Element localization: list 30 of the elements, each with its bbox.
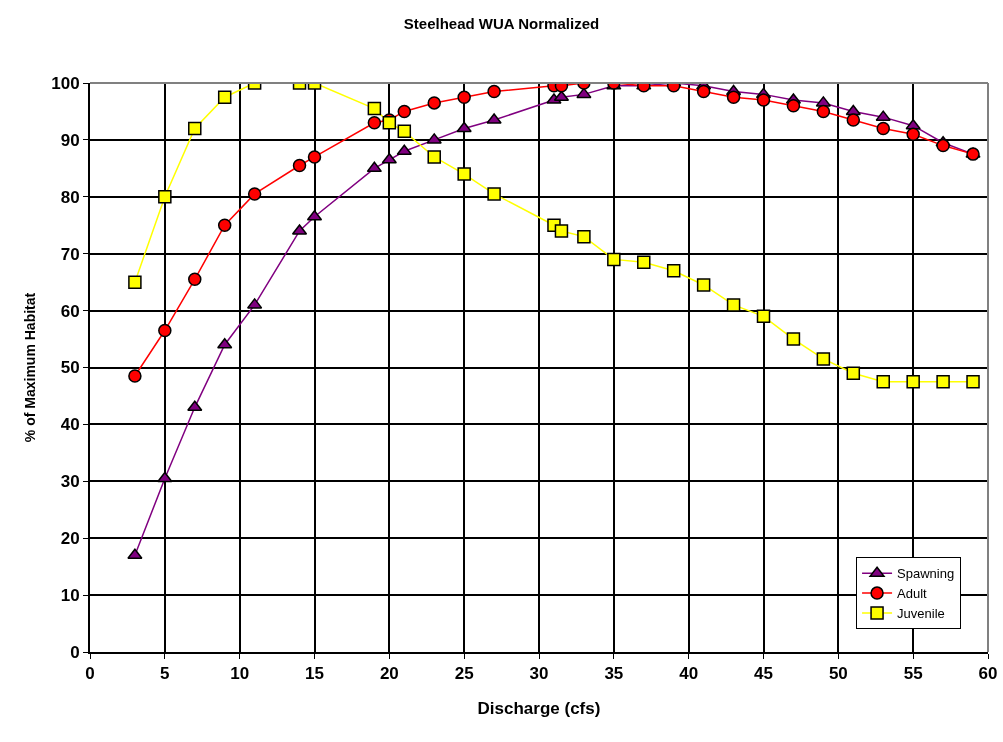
y-axis-title: % of Maximum Habitat	[22, 292, 39, 443]
x-tick-label: 5	[160, 664, 170, 684]
x-tick-label: 45	[754, 664, 773, 684]
chart-title: Steelhead WUA Normalized	[403, 15, 600, 33]
y-tick-label: 100	[51, 73, 80, 93]
x-tick-label: 10	[230, 664, 250, 684]
y-tick-label: 10	[60, 586, 80, 606]
y-tick-label: 30	[60, 472, 80, 492]
legend-label: Spawning	[897, 566, 955, 582]
y-tick-label: 20	[60, 529, 80, 549]
x-tick-label: 15	[305, 664, 324, 684]
y-tick-label: 60	[60, 301, 80, 321]
x-tick-label: 50	[828, 664, 848, 684]
legend-label: Juvenile	[897, 606, 945, 622]
legend-label: Adult	[897, 586, 928, 602]
y-tick-label: 50	[60, 358, 80, 378]
x-tick-label: 0	[85, 664, 95, 684]
x-tick-label: 30	[529, 664, 549, 684]
x-tick-label: 35	[604, 664, 624, 684]
x-axis-title: Discharge (cfs)	[477, 699, 601, 718]
x-tick-label: 40	[679, 664, 699, 684]
y-tick-label: 40	[60, 415, 80, 435]
x-tick-label: 20	[379, 664, 399, 684]
x-tick-label: 25	[454, 664, 474, 684]
y-tick-label: 70	[60, 244, 80, 264]
y-tick-label: 0	[70, 642, 80, 662]
x-tick-label: 60	[978, 664, 998, 684]
x-tick-label: 55	[903, 664, 923, 684]
y-tick-label: 90	[60, 130, 80, 150]
y-tick-label: 80	[60, 187, 80, 207]
